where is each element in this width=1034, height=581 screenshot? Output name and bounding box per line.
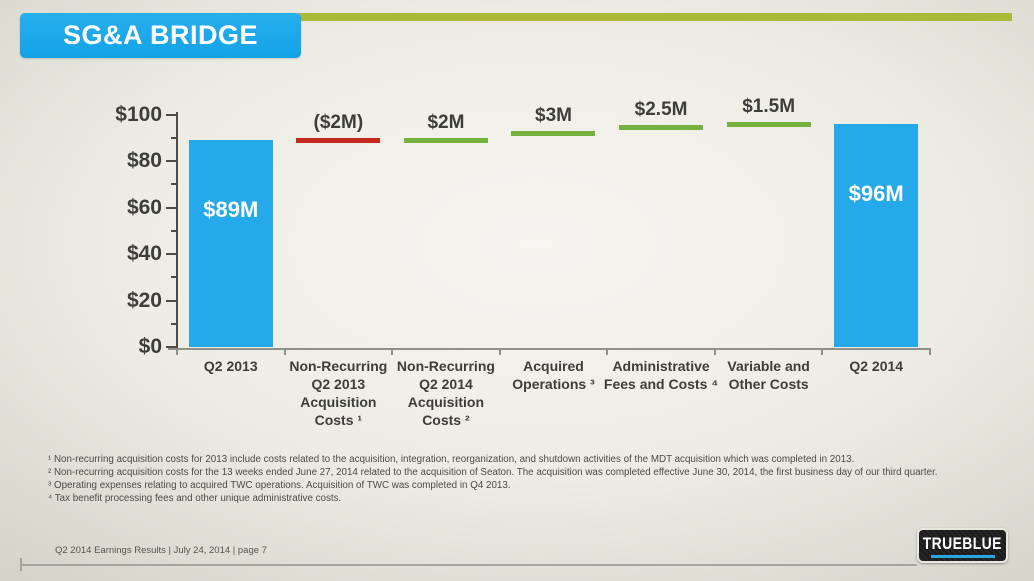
footer-divider-cap (20, 558, 22, 571)
bridge-step-value-label: ($2M) (313, 112, 364, 134)
trueblue-logo-text: TRUEBLUE (922, 533, 1003, 553)
bridge-step-value-label: $2M (427, 112, 465, 134)
total-bar (834, 123, 919, 347)
bridge-step-value-label: $2.5M (634, 99, 688, 121)
x-axis-boundary-tick (713, 348, 716, 355)
title-box: SG&A BRIDGE (20, 13, 301, 58)
x-axis-category-label: Administrative Fees and Costs ⁴ (603, 358, 719, 392)
sga-bridge-chart: $0 $20 $40 $60 $80 $100 $89M Q2 2013 ($2M) Non-Re… (115, 95, 931, 428)
bridge-step-line (619, 125, 704, 131)
bridge-step-line (403, 138, 488, 144)
footnote-1: ¹ Non-recurring acquisition costs for 20… (48, 454, 855, 465)
y-axis-tick-label: $20 (126, 288, 162, 312)
y-axis-tick-label: $60 (126, 195, 162, 219)
y-axis-minor-tick (171, 183, 176, 186)
y-axis-tick-label: $80 (126, 149, 162, 172)
y-axis-tick-label: $40 (126, 242, 162, 265)
y-axis-line (176, 112, 178, 349)
x-axis-boundary-tick (283, 348, 286, 355)
y-axis-minor-tick (171, 229, 176, 232)
x-axis-category-label: Q2 2013 (203, 358, 258, 374)
bridge-step-value-label: $3M (535, 105, 572, 127)
y-axis-major-tick (166, 253, 176, 255)
y-axis-minor-tick (171, 322, 176, 325)
y-axis-major-tick (166, 160, 176, 162)
x-axis-line (168, 348, 931, 350)
x-axis-boundary-tick (821, 348, 824, 355)
total-bar (188, 140, 273, 347)
bridge-step-line (726, 121, 811, 127)
x-axis-boundary-tick (606, 348, 609, 355)
bridge-step-line (296, 138, 381, 144)
top-accent-line (298, 13, 1012, 21)
y-axis-minor-tick (171, 276, 176, 279)
y-axis-tick-label: $100 (115, 102, 162, 126)
footnote-4: ⁴ Tax benefit processing fees and other … (48, 492, 342, 504)
x-axis-category-label: Acquired Operations ³ (512, 358, 595, 392)
total-bar-value-label: $89M (203, 197, 259, 223)
y-axis-major-tick (166, 206, 176, 209)
y-axis-minor-tick (171, 136, 176, 139)
x-axis-boundary-tick (928, 348, 931, 355)
footnote-2: ² Non-recurring acquisition costs for th… (48, 466, 938, 478)
bridge-step-line (511, 131, 596, 137)
footer-text: Q2 2014 Earnings Results | July 24, 2014… (55, 545, 267, 556)
bridge-step-value-label: $1.5M (742, 95, 796, 117)
y-axis-major-tick (166, 299, 176, 302)
y-axis-major-tick (166, 113, 176, 116)
footnotes: ¹ Non-recurring acquisition costs for 20… (48, 454, 988, 506)
x-axis-boundary-tick (391, 348, 394, 355)
y-axis-major-tick (166, 346, 176, 348)
y-axis-tick-label: $0 (138, 335, 162, 358)
x-axis-category-label: Non-Recurring Q2 2013 Acquisition Costs … (289, 358, 388, 428)
x-axis-category-label: Non-Recurring Q2 2014 Acquisition Costs … (396, 358, 495, 428)
x-axis-category-label: Q2 2014 (849, 358, 904, 374)
footnote-3: ³ Operating expenses relating to acquire… (48, 479, 511, 491)
footer-divider-line (20, 564, 917, 566)
page-title: SG&A BRIDGE (62, 20, 258, 50)
trueblue-logo-underline (930, 554, 995, 558)
x-axis-boundary-tick (176, 348, 178, 355)
x-axis-category-label: Variable and Other Costs (727, 358, 810, 392)
trueblue-logo: TRUEBLUE (917, 528, 1008, 563)
total-bar-value-label: $96M (848, 180, 904, 206)
x-axis-boundary-tick (498, 348, 501, 355)
